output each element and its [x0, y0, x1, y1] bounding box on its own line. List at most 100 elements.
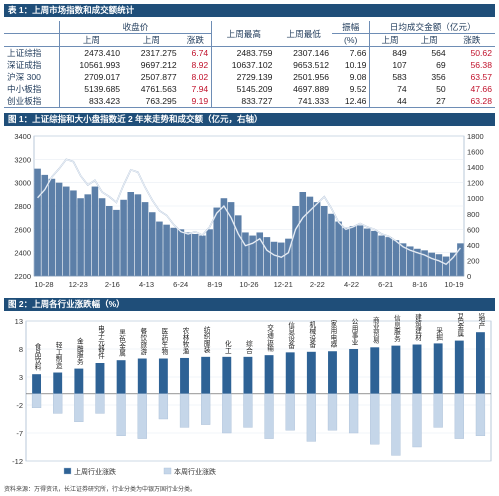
group-header-close: 收盘价: [58, 21, 212, 34]
close-change: 7.94: [191, 84, 209, 94]
turnover-bar: [148, 212, 156, 276]
volume-last: 107: [369, 59, 410, 71]
corner-cell-2: [4, 33, 60, 47]
bar-this-week: [412, 393, 422, 448]
turnover-bar: [385, 237, 393, 276]
bar-last-week: [306, 351, 316, 394]
turnover-bar: [141, 202, 149, 276]
y-left-tick-label: 3200: [14, 155, 31, 164]
y-right-tick-label: 1400: [467, 163, 484, 172]
turnover-bar: [270, 241, 278, 276]
turnover-bar: [428, 252, 436, 276]
turnover-bar: [48, 178, 56, 276]
category-label: 交通运输: [266, 323, 274, 352]
group-header-volume: 日均成交金额（亿元）: [369, 21, 495, 34]
turnover-bar: [299, 192, 307, 276]
bar-last-week: [412, 344, 422, 394]
volume-prev: 564: [431, 48, 446, 58]
turnover-bar: [313, 202, 321, 276]
close-prev: 2317.275: [140, 48, 177, 58]
bar-last-week: [243, 356, 253, 394]
table-row: 上证综指 2473.410 2317.275 6.74 2483.759 230…: [4, 46, 495, 59]
bar-this-week: [74, 393, 84, 423]
x-tick-label: 8-19: [207, 280, 222, 289]
turnover-bar: [70, 190, 77, 276]
table-row: 沪深 300 2709.017 2507.877 8.02 2729.139 2…: [4, 71, 495, 83]
turnover-bar: [435, 254, 443, 276]
week-low: 2307.146: [293, 48, 329, 58]
category-label: 有色金属: [456, 313, 464, 338]
x-tick-label: 8-16: [412, 280, 427, 289]
volume-last: 583: [369, 71, 410, 83]
category-label: 食品饮料: [33, 342, 41, 371]
turnover-bar: [62, 186, 70, 276]
category-label: 公用事业: [350, 318, 358, 345]
turnover-bar: [191, 234, 199, 276]
volume-prev: 50: [436, 84, 446, 94]
turnover-bar: [292, 206, 299, 276]
category-label: 信息服务: [392, 314, 400, 343]
index-line-highlight: [37, 158, 461, 265]
turnover-bar: [127, 192, 135, 276]
sub-header: 上周: [409, 33, 449, 47]
legend-label: 上周行业涨跌: [74, 467, 116, 476]
volume-prev: 356: [431, 72, 446, 82]
bar-this-week: [433, 393, 443, 428]
y-left-tick-label: 3400: [14, 132, 31, 141]
turnover-bar: [134, 194, 142, 276]
category-label: 建筑建材: [414, 313, 422, 341]
turnover-bar: [449, 252, 457, 276]
turnover-bar: [392, 240, 400, 276]
week-low: 4697.889: [293, 84, 329, 94]
bar-this-week: [222, 393, 232, 434]
y-tick-label: -2: [16, 401, 23, 410]
bar-last-week: [180, 357, 189, 394]
group-header-amp: 振幅: [332, 21, 370, 34]
volume-last: 849: [369, 46, 410, 59]
category-label: 电子元器件: [96, 324, 104, 360]
bar-this-week: [327, 393, 338, 431]
x-tick-label: 6-21: [378, 280, 393, 289]
close-change: 8.92: [191, 60, 209, 70]
week-high: 2729.139: [211, 71, 276, 83]
turnover-bar: [170, 227, 178, 276]
bar-last-week: [116, 360, 126, 394]
turnover-bar: [227, 202, 235, 276]
week-high: 2483.759: [211, 46, 276, 59]
group-header-high: 上周最高: [211, 21, 276, 47]
index-table: 收盘价 上周最高 上周最低 振幅 日均成交金额（亿元） 上周 上周 涨跌 (%)…: [4, 21, 495, 108]
bar-this-week: [391, 393, 401, 456]
bar-this-week: [201, 393, 211, 425]
turnover-bar: [442, 256, 450, 276]
y-right-tick-label: 1000: [467, 194, 484, 203]
turnover-bar: [163, 224, 170, 276]
source-note: 资料来源：万得资讯，长江证券研究所，行业分类为中银万国行业分类。: [4, 487, 197, 493]
x-tick-label: 10-28: [34, 280, 53, 289]
turnover-bar: [184, 232, 192, 276]
amplitude: 10.19: [344, 60, 367, 70]
bar-this-week: [179, 393, 190, 428]
turnover-bar: [120, 199, 127, 276]
industry-change-chart: 13 8 3 -2 -7 -12 食品饮料 轻工制造 金融服务 电子元器件 黑色金属 餐饮旅游 医药生物…: [12, 313, 492, 476]
sub-header: 上周: [58, 33, 124, 47]
volume-last: 44: [369, 95, 410, 108]
table-row: 中小板指 5139.685 4761.563 7.94 5145.209 469…: [4, 83, 495, 95]
turnover-bar: [399, 243, 407, 276]
turnover-bar: [406, 246, 414, 276]
bar-this-week: [454, 393, 464, 439]
turnover-bar: [306, 196, 314, 276]
y-tick-label: 8: [19, 345, 23, 354]
group-header-low: 上周最低: [275, 21, 332, 47]
turnover-bar: [335, 221, 342, 276]
close-last: 833.423: [58, 95, 124, 108]
bar-last-week: [454, 340, 464, 394]
bar-last-week: [433, 343, 443, 394]
close-prev: 9697.212: [140, 60, 177, 70]
bar-this-week: [158, 393, 169, 420]
x-tick-label: 4-22: [344, 280, 359, 289]
close-prev: 2507.877: [140, 72, 177, 82]
category-label: 化工: [223, 339, 231, 354]
turnover-bar: [421, 250, 428, 276]
volume-last: 74: [369, 83, 410, 95]
bar-last-week: [370, 347, 380, 394]
